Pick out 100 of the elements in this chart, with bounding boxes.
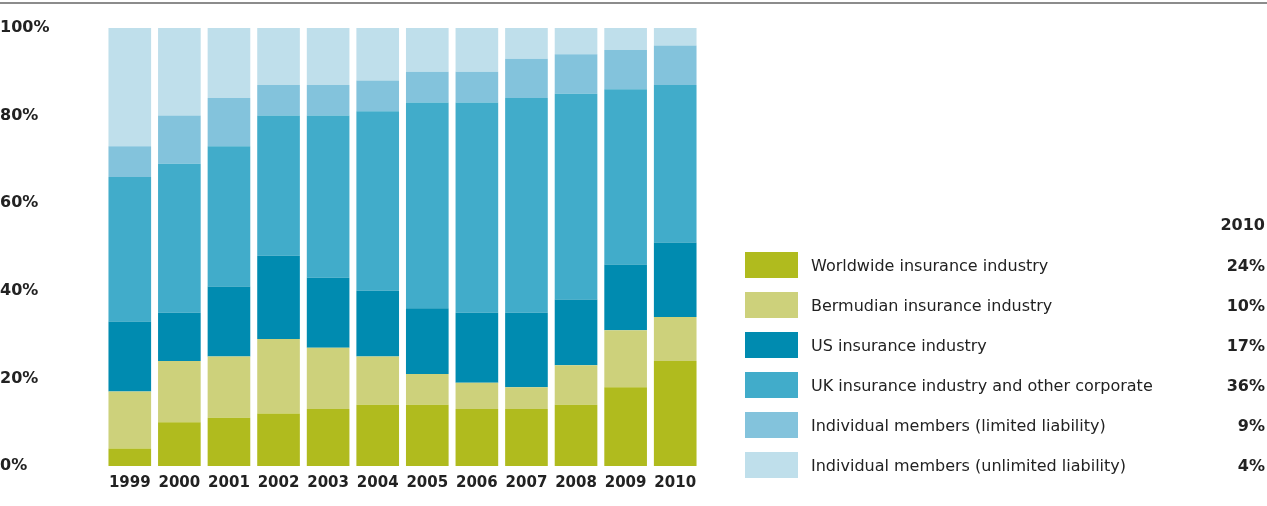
x-tick-label: 2003: [307, 472, 349, 491]
text: 36%: [1226, 375, 1265, 395]
bar: [356, 356, 400, 405]
text: 17%: [1226, 335, 1265, 355]
text: 9%: [1237, 415, 1265, 435]
bar: [505, 58, 548, 99]
legend-label: Worldwide insurance industry: [811, 255, 1050, 275]
bar: [257, 255, 300, 339]
bar: [207, 146, 251, 287]
text: 4%: [1237, 455, 1265, 475]
bar: [207, 28, 251, 99]
bar: [257, 338, 300, 414]
bar: [257, 413, 300, 466]
bar: [604, 330, 647, 388]
bar: [554, 404, 598, 466]
x-tick-label: 2005: [406, 472, 449, 491]
bar: [207, 356, 251, 418]
bar: [405, 71, 449, 103]
bar: [158, 360, 201, 423]
bar: [356, 111, 400, 291]
bar: [653, 45, 697, 85]
bar: [554, 93, 598, 300]
bar: [455, 71, 499, 103]
x-tick-label: 2009: [604, 472, 647, 491]
bar: [158, 163, 201, 313]
bar: [505, 28, 548, 59]
bar: [554, 299, 598, 366]
y-tick-label: 0%: [0, 455, 28, 475]
bar: [108, 28, 152, 147]
bar: [306, 84, 350, 116]
x-tick-label: 2001: [208, 472, 250, 491]
text: 24%: [1226, 255, 1265, 275]
bar: [158, 28, 201, 116]
legend-label: Individual members (unlimited liability): [811, 455, 1127, 475]
x-tick-label: 2006: [456, 472, 498, 491]
bar: [604, 264, 647, 331]
legend-label: UK insurance industry and other corporate: [811, 375, 1154, 395]
bar: [405, 28, 449, 72]
x-tick-label: 2008: [555, 472, 597, 491]
bar: [207, 98, 251, 147]
bar: [405, 404, 449, 466]
bar: [653, 242, 697, 318]
text: 10%: [1226, 295, 1265, 315]
bar: [306, 409, 350, 466]
bar: [455, 382, 499, 410]
y-tick-label: 40%: [0, 279, 39, 299]
bar: [653, 360, 697, 466]
bar: [306, 28, 350, 85]
x-tick-label: 2002: [257, 472, 300, 491]
bar: [207, 286, 251, 357]
bar: [604, 28, 647, 50]
legend-title: 2010: [1219, 214, 1265, 236]
bar: [505, 312, 548, 388]
bar: [257, 115, 300, 256]
x-tick-label: 1999: [108, 472, 151, 491]
bar: [158, 115, 201, 164]
x-tick-label: 2010: [654, 472, 697, 491]
y-tick-label: 100%: [0, 17, 50, 37]
bar: [257, 28, 300, 85]
bar: [356, 80, 400, 112]
bar: [108, 176, 152, 322]
bar: [108, 448, 152, 466]
bar: [505, 387, 548, 410]
x-tick-label: 2007: [505, 472, 548, 491]
bar: [455, 409, 499, 466]
bar: [405, 308, 449, 375]
bar: [455, 312, 499, 383]
bar: [405, 374, 449, 405]
bar: [505, 98, 548, 313]
bar: [604, 387, 647, 466]
x-tick-label: 2000: [158, 472, 201, 491]
bar: [158, 312, 201, 361]
bar: [306, 115, 350, 278]
bar: [108, 391, 152, 449]
bar: [356, 28, 400, 81]
bar: [554, 365, 598, 405]
bar: [207, 417, 251, 466]
bar: [306, 347, 350, 410]
bar: [653, 84, 697, 243]
bar: [653, 28, 697, 46]
y-tick-label: 80%: [0, 104, 39, 124]
legend-label: US insurance industry: [811, 335, 988, 355]
legend-label: Bermudian insurance industry: [811, 295, 1054, 315]
y-tick-label: 20%: [0, 367, 39, 387]
bar: [554, 28, 598, 55]
bar: [405, 102, 449, 309]
bar: [455, 28, 499, 72]
bar: [604, 89, 647, 265]
bar: [653, 317, 697, 361]
bar: [158, 422, 201, 466]
y-tick-label: 60%: [0, 192, 39, 212]
bar: [108, 321, 152, 392]
bar: [356, 404, 400, 466]
bar: [257, 84, 300, 116]
bar: [356, 290, 400, 357]
bar: [455, 102, 499, 313]
bar: [306, 277, 350, 348]
bar: [554, 54, 598, 94]
x-tick-label: 2004: [356, 472, 399, 491]
bar: [108, 146, 152, 177]
